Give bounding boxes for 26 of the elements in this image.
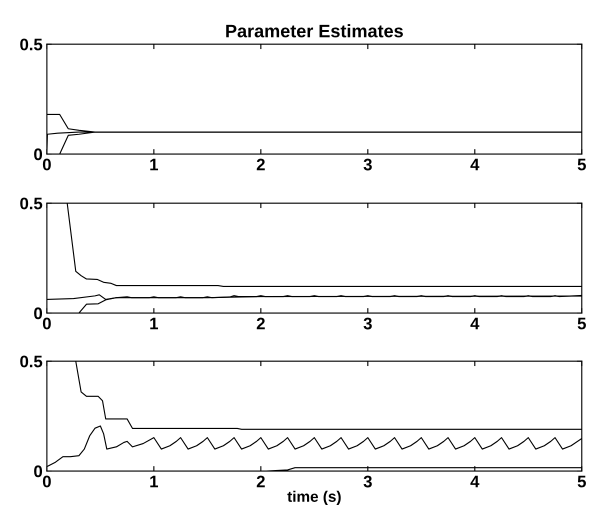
x-tick-label: 5 [578,158,586,170]
x-tick-label: 3 [364,318,372,330]
x-tick-label: 0 [42,318,51,330]
y-tick-label: 0.5 [20,38,42,50]
x-tick-label: 0 [42,476,51,488]
x-tick-label: 3 [364,476,372,488]
x-tick-label: 4 [470,158,480,170]
y-tick-label: 0 [34,465,42,478]
y-tick-label: 0.5 [20,198,42,210]
y-tick-label: 0 [34,148,42,160]
x-tick-label: 2 [256,476,265,488]
x-tick-label: 0 [42,158,51,170]
x-tick-label: 5 [578,318,586,330]
x-tick-label: 2 [256,158,265,170]
x-tick-label: 2 [256,318,265,330]
x-tick-label: 5 [578,476,586,488]
y-tick-label: 0.5 [20,356,42,368]
x-tick-label: 1 [150,158,158,170]
x-tick-label: 3 [364,158,372,170]
x-tick-label: 1 [150,476,158,488]
x-tick-label: 4 [470,318,480,330]
x-tick-label: 1 [150,318,158,330]
y-tick-label: 0 [34,307,42,320]
x-axis-title: time (s) [287,490,341,505]
chart-title: Parameter Estimates [226,24,403,38]
x-tick-label: 4 [470,476,480,488]
